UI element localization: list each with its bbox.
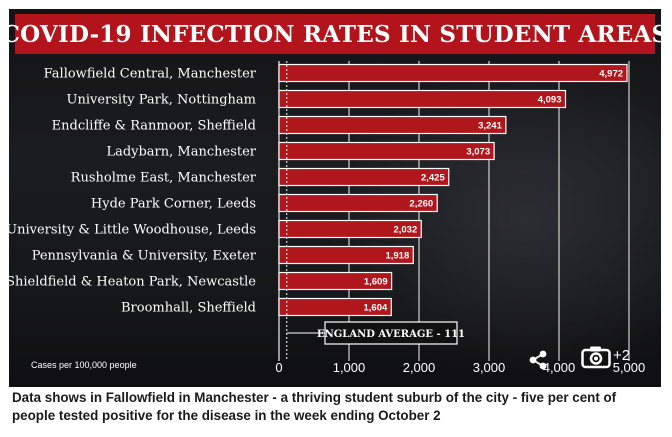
bar-value-label: 1,604 bbox=[363, 303, 387, 314]
x-tick-label: 4,000 bbox=[543, 360, 576, 375]
reference-callout-box bbox=[324, 321, 458, 345]
bar bbox=[278, 219, 422, 239]
bar-value-label: 4,093 bbox=[538, 95, 562, 106]
bar-value-label: 3,241 bbox=[478, 121, 502, 132]
category-label: Ladybarn, Manchester bbox=[106, 145, 256, 160]
x-tick-label: 3,000 bbox=[473, 360, 506, 375]
category-label: University & Little Woodhouse, Leeds bbox=[9, 223, 256, 238]
chart-graphic: COVID-19 INFECTION RATES IN STUDENT AREA… bbox=[9, 9, 661, 387]
image-caption: Data shows in Fallowfield in Manchester … bbox=[12, 390, 617, 423]
bar-value-label: 2,032 bbox=[393, 225, 417, 236]
bar-value-label: 1,609 bbox=[364, 277, 388, 288]
bar-value-label: 2,425 bbox=[421, 173, 445, 184]
category-label: Fallowfield Central, Manchester bbox=[44, 67, 257, 82]
camera-icon[interactable] bbox=[581, 345, 611, 369]
bar bbox=[278, 167, 450, 187]
bar bbox=[278, 245, 414, 265]
x-tick-label: 2,000 bbox=[403, 360, 436, 375]
bar bbox=[278, 141, 495, 161]
share-icon[interactable] bbox=[527, 349, 549, 371]
category-label: Shieldfield & Heaton Park, Newcastle bbox=[9, 275, 256, 290]
chart-title: COVID-19 INFECTION RATES IN STUDENT AREA… bbox=[9, 14, 661, 54]
x-tick-label: 5,000 bbox=[613, 360, 646, 375]
bar bbox=[278, 115, 507, 135]
bar bbox=[278, 297, 392, 317]
category-label: Endcliffe & Ranmoor, Sheffield bbox=[52, 119, 256, 134]
category-label: Rusholme East, Manchester bbox=[71, 171, 257, 186]
category-label: University Park, Nottingham bbox=[67, 93, 257, 108]
bar bbox=[278, 63, 628, 83]
category-label: Hyde Park Corner, Leeds bbox=[91, 197, 256, 212]
bar-value-label: 3,073 bbox=[466, 147, 490, 158]
category-label: Broomhall, Sheffield bbox=[121, 301, 256, 316]
x-tick-label: 1,000 bbox=[333, 360, 366, 375]
x-axis-label: Cases per 100,000 people bbox=[31, 360, 137, 370]
reference-callout-label: ENGLAND AVERAGE - 111 bbox=[317, 329, 465, 340]
bar-value-label: 1,918 bbox=[385, 251, 409, 262]
bar bbox=[278, 193, 438, 213]
bar-value-label: 4,972 bbox=[599, 69, 623, 80]
x-tick-label: 0 bbox=[275, 360, 282, 375]
bar-value-label: 2,260 bbox=[409, 199, 433, 210]
category-label: Pennsylvania & University, Exeter bbox=[32, 249, 257, 264]
bar bbox=[278, 271, 393, 291]
bar bbox=[278, 89, 567, 109]
photo-count[interactable]: +2 bbox=[613, 347, 631, 364]
bar-chart: 4,972 Fallowfield Central, Manchester 4,09… bbox=[9, 61, 646, 375]
